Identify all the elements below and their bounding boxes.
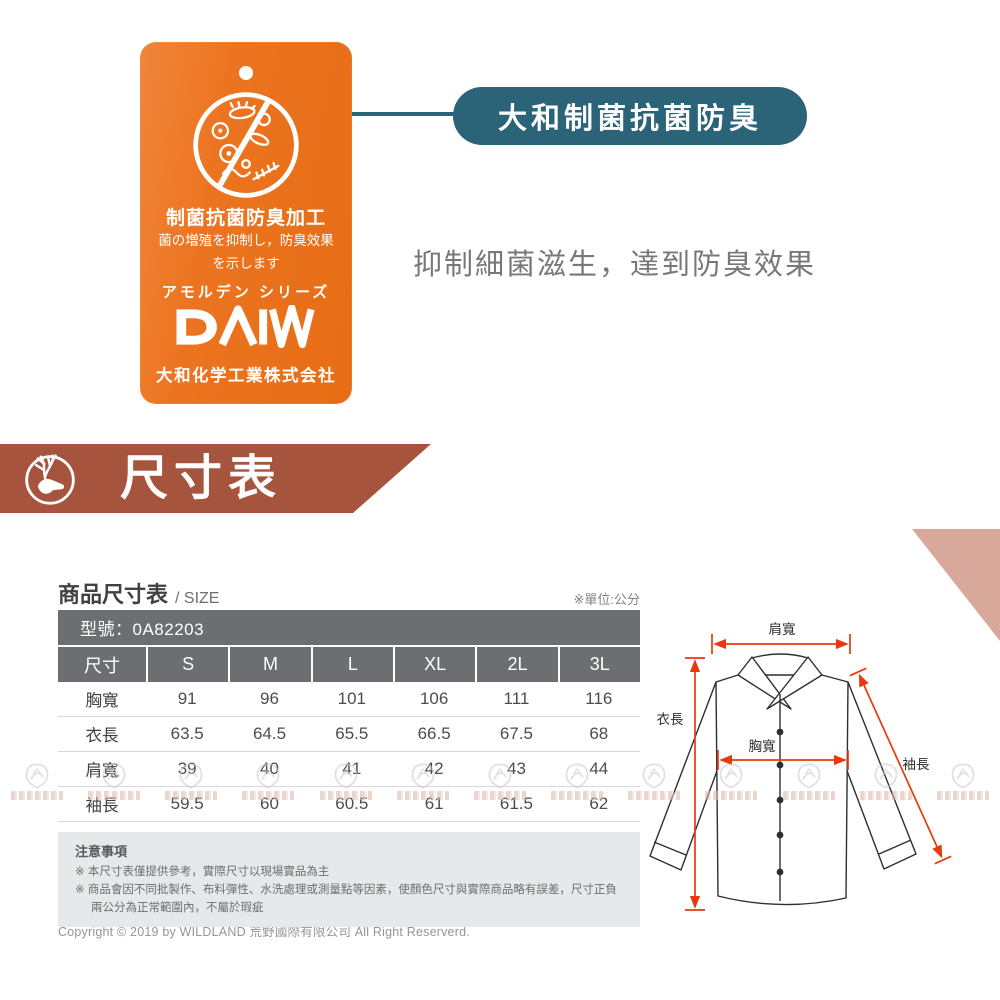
cell-value: 65.5 xyxy=(335,724,369,743)
garment-length-label: 衣長 xyxy=(657,712,685,727)
diagram-labels: 肩寬 衣長 胸寬 袖長 xyxy=(657,621,931,772)
cell-value: 59.5 xyxy=(170,794,204,813)
tag-series-name: アモルデン シリーズ xyxy=(161,284,331,301)
chest-width-arrow xyxy=(717,750,849,770)
note-item: ※ 商品會因不同批製作、布料彈性、水洗處理或測量點等因素，使顏色尺寸與實際商品略… xyxy=(75,883,617,914)
size-heading-suffix: / SIZE xyxy=(175,590,220,607)
garment-length-arrow xyxy=(685,657,705,911)
cell-value: 39 xyxy=(177,759,197,778)
sleeve-length-arrow xyxy=(849,667,952,865)
notes-box: 注意事項 ※ 本尺寸表僅提供參考，實際尺寸以現場實品為主 ※ 商品會因不同批製作… xyxy=(58,832,640,928)
table-row: 袖長 59.5 60 60.5 61 61.5 62 xyxy=(58,787,640,822)
cell-value: 66.5 xyxy=(417,724,451,743)
cell-value: 42 xyxy=(424,759,444,778)
size-section-heading: 商品尺寸表 / SIZE ※單位:公分 xyxy=(58,577,640,609)
deer-icon xyxy=(22,451,78,507)
callout-label: 大和制菌抗菌防臭 xyxy=(497,103,762,135)
wildland-emblem-icon xyxy=(25,763,49,789)
tag-hole xyxy=(239,66,253,80)
table-row: 肩寬 39 40 41 42 43 44 xyxy=(58,752,640,787)
cell-value: 61.5 xyxy=(499,794,534,813)
cell-value: 60 xyxy=(260,794,279,813)
cell-value: 61 xyxy=(424,794,444,813)
cell-value: 106 xyxy=(419,689,449,708)
column-header: M xyxy=(230,647,313,682)
table-row: 衣長 63.5 64.5 65.5 66.5 67.5 68 xyxy=(58,717,640,752)
row-label: 肩寬 xyxy=(85,762,119,780)
cell-value: 101 xyxy=(337,689,366,708)
column-header: 3L xyxy=(589,654,610,674)
watermark-text-strip xyxy=(11,791,63,800)
tag-company-name: 大和化学工業株式会社 xyxy=(156,367,336,385)
cell-value: 43 xyxy=(507,759,526,778)
tagline-text: 抑制細菌滋生，達到防臭效果 xyxy=(413,249,817,281)
shoulder-width-arrow xyxy=(711,634,851,654)
shirt-outline xyxy=(649,653,917,906)
size-chart-title: 尺寸表 xyxy=(120,452,283,505)
column-header: XL xyxy=(395,647,478,682)
column-header: 尺寸 xyxy=(58,647,148,682)
cell-value: 116 xyxy=(585,689,613,708)
column-header: S xyxy=(148,647,231,682)
callout-connector-line xyxy=(352,112,456,116)
size-chart-banner: 尺寸表 xyxy=(0,444,431,513)
row-label: 胸寬 xyxy=(85,692,119,710)
tag-line-jp-2: を示します xyxy=(212,256,280,271)
no-bacteria-icon xyxy=(193,92,299,198)
cell-value: 40 xyxy=(260,759,279,778)
shoulder-width-label: 肩寬 xyxy=(769,621,796,637)
tag-line-jp-1: 菌の増殖を抑制し，防臭效果 xyxy=(158,233,334,248)
table-row: 胸寬 91 96 101 106 111 116 xyxy=(58,682,640,717)
note-item: ※ 本尺寸表僅提供參考，實際尺寸以現場實品為主 xyxy=(75,866,330,878)
cell-value: 96 xyxy=(260,689,279,708)
column-header: 2L xyxy=(477,647,560,682)
daiwa-logo-icon xyxy=(176,305,315,349)
chest-width-label: 胸寬 xyxy=(749,738,776,754)
shirt-measurement-diagram: 肩寬 衣長 胸寬 袖長 xyxy=(649,621,952,911)
cell-value: 60.5 xyxy=(335,794,369,813)
callout-bubble: 大和制菌抗菌防臭 xyxy=(453,87,807,145)
cell-value: 68 xyxy=(589,724,609,743)
copyright-text: Copyright © 2019 by WILDLAND 荒野國際有限公司 Al… xyxy=(58,925,470,939)
model-number-bar: 型號：0A82203 xyxy=(58,610,640,645)
cell-value: 44 xyxy=(589,759,609,778)
table-header-row: 尺寸 S M L XL 2L 3L xyxy=(58,647,640,682)
cell-value: 67.5 xyxy=(499,724,534,743)
hang-tag: 制菌抗菌防臭加工 菌の増殖を抑制し，防臭效果 を示します アモルデン シリーズ … xyxy=(140,42,352,404)
cell-value: 63.5 xyxy=(170,724,204,743)
cell-value: 62 xyxy=(589,794,609,813)
cell-value: 64.5 xyxy=(252,724,287,743)
cell-value: 111 xyxy=(503,689,530,708)
row-label: 衣長 xyxy=(85,727,119,745)
unit-note: ※單位:公分 xyxy=(573,592,640,607)
row-label: 袖長 xyxy=(85,797,119,815)
cell-value: 41 xyxy=(342,759,362,778)
column-header: L xyxy=(313,647,395,682)
cell-value: 91 xyxy=(177,689,197,708)
size-heading-text: 商品尺寸表 xyxy=(58,582,169,607)
notes-title: 注意事項 xyxy=(75,844,128,859)
tag-heading: 制菌抗菌防臭加工 xyxy=(165,208,326,229)
sleeve-length-label: 袖長 xyxy=(903,757,931,772)
size-table: 型號：0A82203 尺寸 S M L XL 2L 3L 胸寬 91 96 10… xyxy=(58,610,640,822)
